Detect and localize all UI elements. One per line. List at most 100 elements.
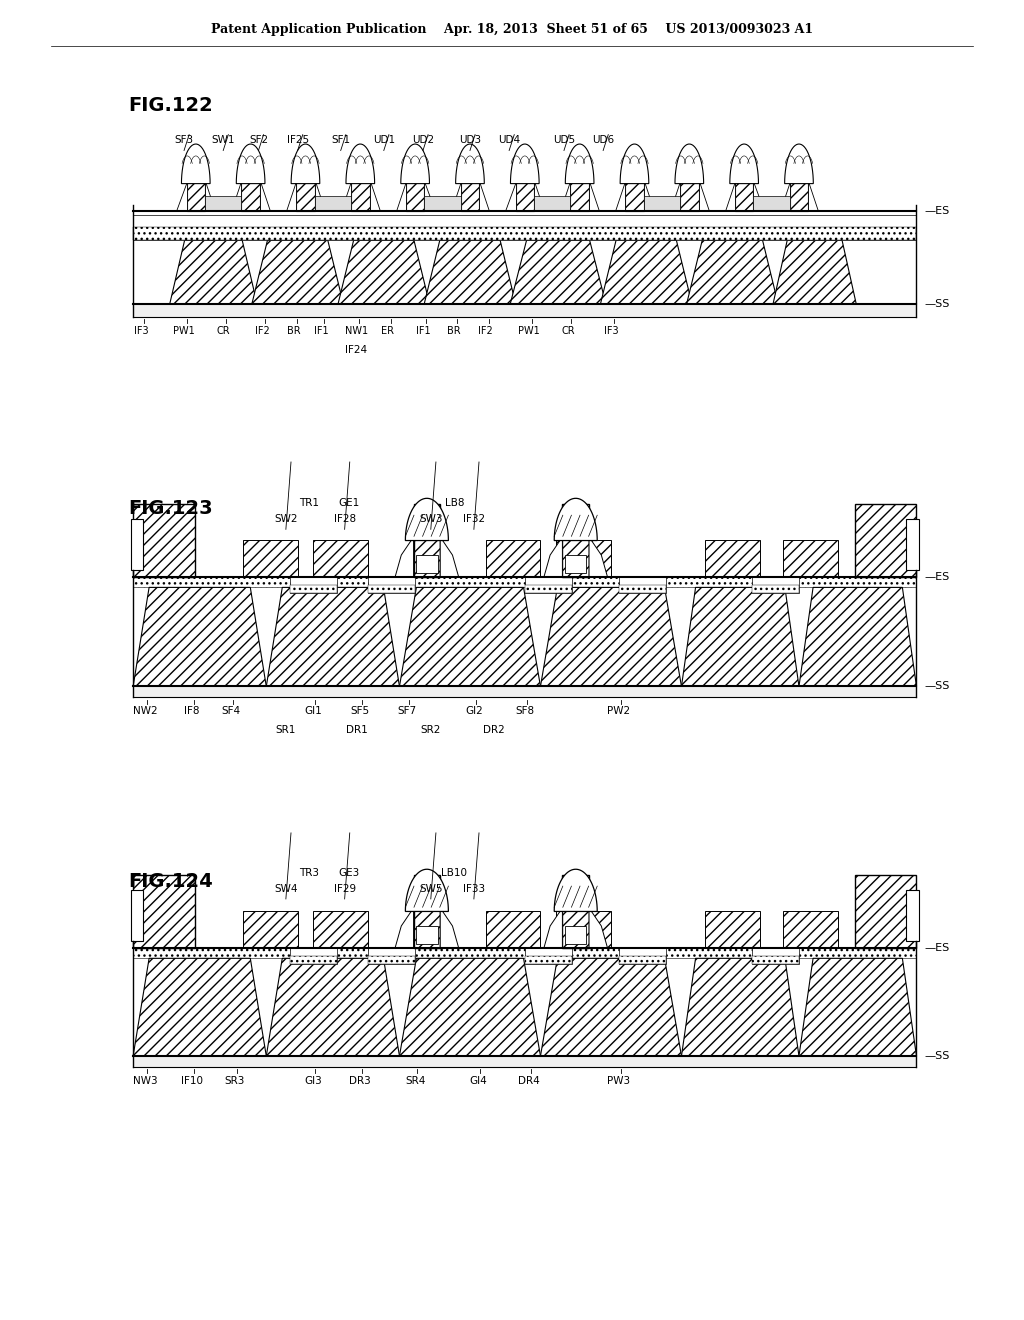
Text: SR1: SR1 bbox=[275, 725, 296, 735]
Text: CR: CR bbox=[216, 326, 230, 337]
Polygon shape bbox=[395, 537, 414, 577]
Text: UD3: UD3 bbox=[459, 135, 481, 145]
Polygon shape bbox=[399, 587, 541, 686]
Text: CR: CR bbox=[561, 326, 574, 337]
Polygon shape bbox=[510, 144, 539, 183]
Bar bbox=[133, 304, 916, 317]
Text: SF8: SF8 bbox=[515, 706, 535, 717]
Polygon shape bbox=[615, 181, 626, 211]
Text: SW1: SW1 bbox=[212, 135, 234, 145]
Polygon shape bbox=[399, 958, 541, 1056]
Polygon shape bbox=[266, 587, 399, 686]
Bar bbox=[565, 927, 587, 944]
Text: IF28: IF28 bbox=[334, 513, 355, 524]
Bar bbox=[314, 197, 351, 211]
Bar bbox=[290, 577, 337, 593]
Text: IF10: IF10 bbox=[181, 1076, 203, 1086]
Polygon shape bbox=[400, 144, 429, 183]
Bar bbox=[243, 540, 298, 577]
Polygon shape bbox=[554, 870, 597, 911]
Text: SF1: SF1 bbox=[331, 135, 350, 145]
Text: ER: ER bbox=[381, 326, 394, 337]
Bar bbox=[906, 519, 919, 570]
Text: TR3: TR3 bbox=[299, 867, 319, 878]
Bar bbox=[735, 161, 754, 211]
Text: —SS: —SS bbox=[925, 298, 950, 309]
Polygon shape bbox=[237, 144, 265, 183]
Text: DR3: DR3 bbox=[349, 1076, 371, 1086]
Text: SR2: SR2 bbox=[421, 725, 441, 735]
Polygon shape bbox=[286, 181, 296, 211]
Bar bbox=[752, 585, 799, 593]
Bar bbox=[565, 554, 587, 573]
Bar bbox=[906, 890, 919, 940]
Bar bbox=[524, 948, 571, 964]
Polygon shape bbox=[370, 181, 380, 211]
Bar bbox=[133, 686, 916, 697]
Bar bbox=[133, 504, 195, 577]
Text: IF1: IF1 bbox=[313, 326, 329, 337]
Bar bbox=[369, 577, 415, 593]
Polygon shape bbox=[231, 181, 242, 211]
Bar bbox=[618, 577, 666, 593]
Text: GI2: GI2 bbox=[465, 706, 482, 717]
Bar bbox=[626, 161, 644, 211]
Polygon shape bbox=[252, 240, 343, 304]
Polygon shape bbox=[682, 958, 799, 1056]
Polygon shape bbox=[773, 240, 856, 304]
Polygon shape bbox=[644, 181, 654, 211]
Polygon shape bbox=[266, 958, 399, 1056]
Bar bbox=[290, 948, 337, 964]
Polygon shape bbox=[176, 181, 186, 211]
Text: BR: BR bbox=[287, 326, 300, 337]
Text: IF1: IF1 bbox=[416, 326, 430, 337]
Text: DR2: DR2 bbox=[482, 725, 505, 735]
Polygon shape bbox=[479, 181, 489, 211]
Polygon shape bbox=[535, 181, 545, 211]
Text: LB10: LB10 bbox=[441, 867, 467, 878]
Text: SW5: SW5 bbox=[419, 883, 442, 894]
Bar bbox=[351, 161, 370, 211]
Bar bbox=[424, 197, 461, 211]
Polygon shape bbox=[799, 587, 916, 686]
Text: UD6: UD6 bbox=[592, 135, 614, 145]
Polygon shape bbox=[698, 181, 709, 211]
Text: IF29: IF29 bbox=[334, 883, 355, 894]
Bar bbox=[133, 577, 916, 587]
Text: NW2: NW2 bbox=[132, 706, 157, 717]
Bar bbox=[644, 197, 680, 211]
Bar bbox=[243, 911, 298, 948]
Bar bbox=[290, 956, 337, 964]
Bar bbox=[290, 585, 337, 593]
Text: IF33: IF33 bbox=[463, 883, 485, 894]
Polygon shape bbox=[451, 181, 461, 211]
Text: GE3: GE3 bbox=[338, 867, 359, 878]
Bar bbox=[618, 948, 666, 964]
Bar bbox=[783, 540, 838, 577]
Text: IF2: IF2 bbox=[255, 326, 269, 337]
Polygon shape bbox=[799, 958, 916, 1056]
Text: GI1: GI1 bbox=[304, 706, 323, 717]
Polygon shape bbox=[675, 144, 703, 183]
Bar bbox=[133, 948, 916, 958]
Bar bbox=[313, 911, 369, 948]
Bar bbox=[855, 875, 916, 948]
Bar bbox=[313, 540, 369, 577]
Bar bbox=[296, 161, 314, 211]
Text: —SS: —SS bbox=[925, 681, 950, 692]
Text: IF2: IF2 bbox=[478, 326, 493, 337]
Polygon shape bbox=[589, 908, 607, 948]
Text: SW2: SW2 bbox=[274, 513, 298, 524]
Bar bbox=[205, 197, 242, 211]
Bar bbox=[618, 956, 666, 964]
Polygon shape bbox=[181, 144, 210, 183]
Text: NW3: NW3 bbox=[132, 1076, 157, 1086]
Polygon shape bbox=[505, 181, 515, 211]
Polygon shape bbox=[565, 144, 594, 183]
Text: SR4: SR4 bbox=[404, 1076, 425, 1086]
Text: —ES: —ES bbox=[925, 572, 950, 582]
Bar bbox=[414, 504, 440, 577]
Text: IF24: IF24 bbox=[345, 345, 368, 355]
Text: PW1: PW1 bbox=[173, 326, 195, 337]
Polygon shape bbox=[346, 144, 375, 183]
